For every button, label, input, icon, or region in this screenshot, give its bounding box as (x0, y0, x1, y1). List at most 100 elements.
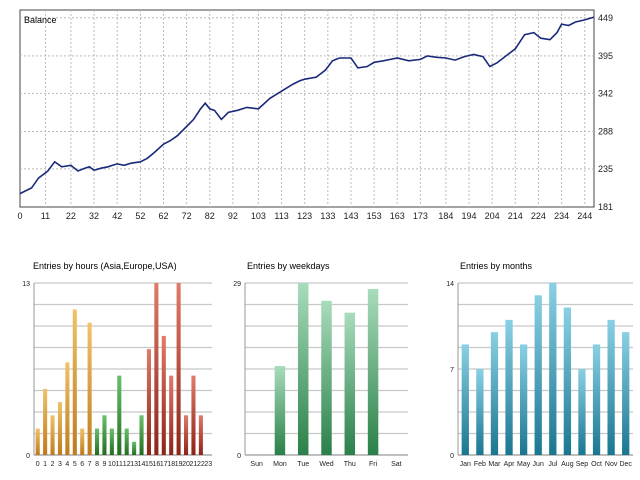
months-x-tick-label: Sep (576, 461, 589, 468)
hours-bar (146, 349, 151, 455)
balance-x-tick-label: 224 (531, 211, 546, 221)
balance-line (19, 16, 595, 195)
hours-x-tick-label: 17 (160, 461, 168, 468)
balance-y-tick-label: 288 (598, 126, 613, 136)
balance-y-tick-label: 235 (598, 164, 613, 174)
months-bar (622, 332, 630, 455)
balance-x-tick-label: 11 (41, 211, 50, 221)
weekdays-plot: 29 0 Sun Mon Tue Wed Thu Fri Sat (233, 281, 408, 468)
hours-bar (109, 428, 114, 455)
months-y-tick-label: 14 (446, 281, 454, 288)
hours-bar (184, 415, 189, 455)
hours-x-tick-label: 15 (145, 461, 153, 468)
balance-x-tick-label: 82 (205, 211, 215, 221)
balance-x-tick-label: 133 (320, 211, 335, 221)
balance-x-tick-label: 22 (66, 211, 76, 221)
weekdays-y-tick-label: 0 (237, 453, 241, 460)
months-bar (578, 369, 586, 455)
hours-x-tick-label: 22 (197, 461, 205, 468)
balance-y-tick-label: 395 (598, 51, 613, 61)
balance-chart: Balance 0 11 22 32 42 52 62 72 82 92 103 113 123 133 1… (17, 9, 613, 221)
hours-bar (117, 375, 122, 455)
months-plot: 14 7 0 Jan Feb Mar Apr May Jun Jul Aug Sep Oct Nov Dec (446, 281, 633, 468)
weekdays-x-tick-label: Fri (369, 461, 378, 468)
balance-y-tick-label: 342 (598, 88, 613, 98)
weekdays-bar (297, 283, 309, 455)
balance-x-tick-label: 103 (251, 211, 266, 221)
hours-x-tick-label: 16 (152, 461, 160, 468)
balance-title: Balance (24, 15, 57, 25)
balance-x-tick-label: 72 (182, 211, 192, 221)
hours-x-tick-label: 6 (80, 461, 84, 468)
balance-x-tick-label: 234 (554, 211, 569, 221)
hours-bar (154, 283, 159, 455)
hours-x-tick-label: 14 (138, 461, 146, 468)
hours-x-tick-label: 0 (36, 461, 40, 468)
hours-bar (43, 388, 48, 455)
months-bar (563, 307, 572, 455)
weekdays-x-tick-label: Tue (297, 461, 309, 468)
hours-x-tick-label: 2 (51, 461, 55, 468)
balance-x-axis: 0 11 22 32 42 52 62 72 82 92 103 113 123 133 143 153 163… (17, 211, 592, 221)
balance-y-tick-label: 181 (598, 202, 613, 212)
months-x-tick-label: Jul (548, 461, 557, 468)
balance-y-axis: 449 395 342 288 235 181 (598, 13, 613, 212)
months-title: Entries by months (460, 261, 533, 271)
months-x-tick-label: Mar (488, 461, 501, 468)
hours-x-tick-label: 8 (95, 461, 99, 468)
months-x-tick-label: Jan (460, 461, 471, 468)
balance-x-tick-label: 113 (274, 211, 288, 221)
months-bar (505, 319, 513, 455)
balance-x-tick-label: 244 (577, 211, 592, 221)
balance-x-tick-label: 52 (135, 211, 145, 221)
weekdays-chart: Entries by weekdays 29 0 Sun Mon Tue Wed Thu Fr… (233, 261, 408, 468)
hours-x-tick-label: 4 (65, 461, 69, 468)
months-x-tick-label: Apr (504, 461, 516, 468)
hours-title: Entries by hours (Asia,Europe,USA) (33, 261, 177, 271)
balance-plot-frame (19, 9, 595, 208)
weekdays-bar (274, 366, 286, 455)
months-x-tick-label: May (517, 461, 531, 468)
hours-bar (191, 375, 196, 455)
balance-x-tick-label: 92 (228, 211, 238, 221)
balance-x-tick-label: 184 (438, 211, 453, 221)
hours-bar (139, 415, 144, 455)
months-x-tick-label: Oct (591, 461, 602, 468)
balance-x-tick-label: 153 (367, 211, 382, 221)
months-bar (534, 295, 542, 455)
weekdays-x-tick-label: Sun (250, 461, 263, 468)
hours-bar (72, 309, 77, 455)
hours-bar (132, 441, 137, 455)
balance-x-tick-label: 32 (89, 211, 99, 221)
hours-bar (161, 335, 166, 455)
hours-x-tick-label: 18 (167, 461, 175, 468)
months-bar (607, 319, 615, 455)
balance-x-tick-label: 42 (112, 211, 122, 221)
hours-y-tick-label: 0 (26, 453, 30, 460)
months-y-tick-label: 7 (450, 367, 454, 374)
hours-x-tick-label: 19 (175, 461, 183, 468)
months-bar (519, 344, 528, 455)
hours-bar (65, 362, 70, 455)
balance-grid (20, 10, 594, 207)
balance-x-tick-label: 143 (343, 211, 358, 221)
hours-y-tick-label: 13 (22, 281, 30, 288)
hours-x-tick-label: 11 (116, 461, 123, 468)
weekdays-bar (344, 312, 356, 455)
months-chart: Entries by months 14 7 0 Jan Feb Mar Apr May Jun… (446, 261, 633, 468)
weekdays-bar (321, 300, 332, 455)
balance-x-tick-label: 173 (413, 211, 428, 221)
hours-x-tick-label: 21 (190, 461, 198, 468)
hours-bar (176, 283, 181, 455)
hours-x-tick-label: 23 (204, 461, 212, 468)
hours-chart: Entries by hours (Asia,Europe,USA) 13 00 1… (22, 261, 212, 468)
months-y-tick-label: 0 (450, 453, 454, 460)
hours-bar (87, 322, 92, 455)
hours-bar (35, 428, 40, 455)
hours-bar (50, 415, 55, 455)
balance-x-tick-label: 204 (485, 211, 500, 221)
hours-bar (95, 428, 100, 455)
weekdays-title: Entries by weekdays (247, 261, 330, 271)
